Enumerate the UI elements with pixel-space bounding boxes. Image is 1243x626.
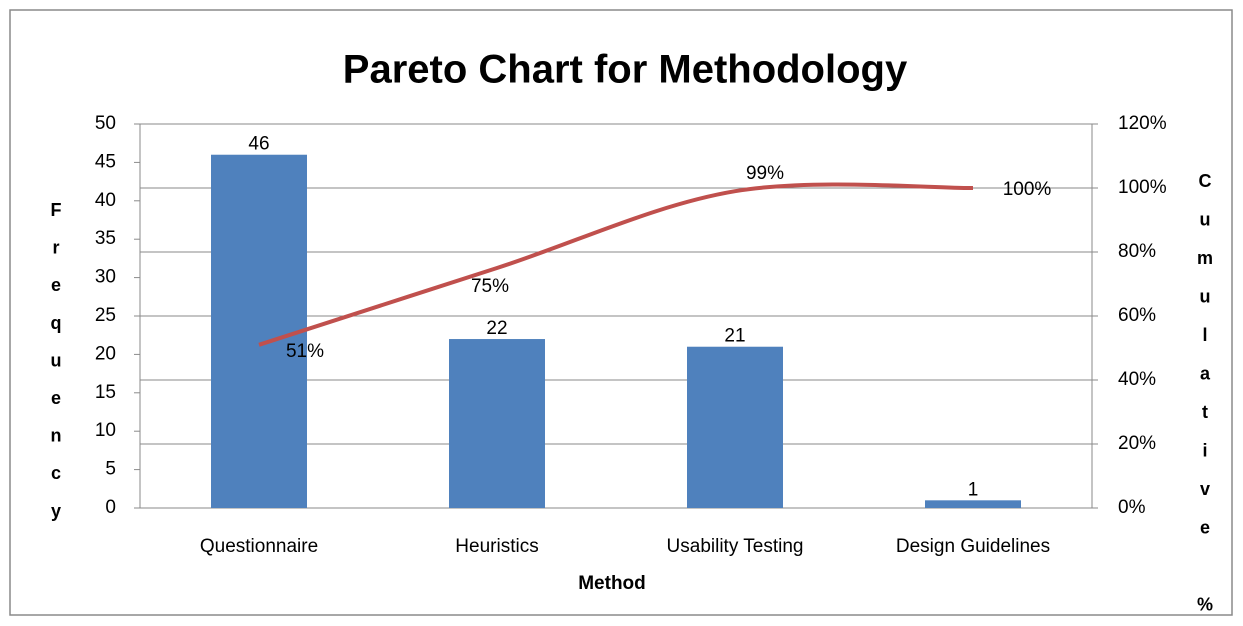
x-tick-label: Heuristics — [455, 536, 538, 557]
data-label: 99% — [746, 163, 784, 184]
data-label: 46 — [248, 134, 269, 155]
y2-tick-label: 0% — [1118, 497, 1146, 518]
bar — [925, 500, 1021, 508]
y-tick-label: 45 — [95, 151, 116, 172]
y-tick-label: 30 — [95, 267, 116, 288]
x-tick-label: Design Guidelines — [896, 536, 1050, 557]
y-tick-label: 25 — [95, 305, 116, 326]
x-tick-label: Usability Testing — [667, 536, 804, 557]
y2-tick-label: 80% — [1118, 241, 1156, 262]
data-label: 22 — [486, 318, 507, 339]
data-label: 75% — [471, 276, 509, 297]
data-label: 51% — [286, 341, 324, 362]
data-label: 21 — [724, 326, 745, 347]
chart-title: Pareto Chart for Methodology — [343, 48, 908, 92]
y-tick-label: 20 — [95, 343, 116, 364]
y-tick-label: 15 — [95, 382, 116, 403]
y2-tick-label: 120% — [1118, 113, 1167, 134]
y-tick-label: 35 — [95, 228, 116, 249]
y-tick-label: 0 — [105, 497, 116, 518]
bar — [687, 346, 783, 508]
bar — [211, 154, 307, 508]
y-tick-label: 10 — [95, 420, 116, 441]
x-tick-label: Questionnaire — [200, 536, 318, 557]
line — [258, 182, 974, 347]
data-label: 100% — [1003, 179, 1052, 200]
y2-tick-label: 60% — [1118, 305, 1156, 326]
y2-tick-label: 40% — [1118, 369, 1156, 390]
y2-tick-label: 20% — [1118, 433, 1156, 454]
bar — [449, 339, 545, 508]
data-label: 1 — [968, 479, 979, 500]
chart-border — [9, 9, 1233, 616]
y-tick-label: 50 — [95, 113, 116, 134]
y-tick-label: 40 — [95, 190, 116, 211]
y2-tick-label: 100% — [1118, 177, 1167, 198]
y-tick-label: 5 — [105, 459, 116, 480]
x-axis-label: Method — [578, 573, 646, 594]
